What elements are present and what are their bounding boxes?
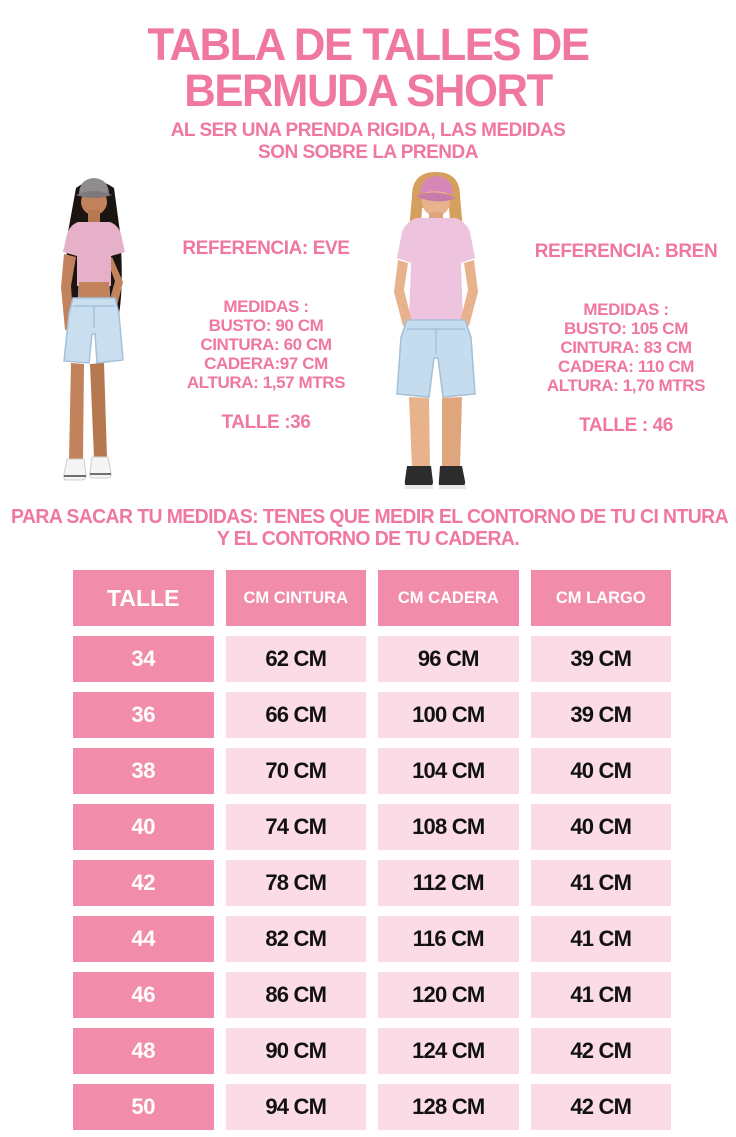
eve-hair — [66, 181, 122, 318]
size-cell: 36 — [73, 692, 214, 738]
cintura-cell: 78 CM — [225, 860, 366, 906]
column-header-talle: TALLE — [73, 570, 214, 626]
model-photo-eve — [61, 178, 125, 481]
size-cell: 46 — [73, 972, 214, 1018]
largo-cell: 40 CM — [530, 804, 671, 850]
reference-eve-talle: TALLE :36 — [221, 412, 311, 433]
cadera-line: CADERA:97 CM — [204, 354, 328, 373]
reference-eve-title: REFERENCIA: EVE — [182, 238, 350, 259]
reference-bren-title: REFERENCIA: BREN — [534, 241, 718, 262]
column-header-cm-largo: CM LARGO — [530, 570, 671, 626]
cintura-line: CINTURA: 60 CM — [200, 335, 332, 354]
cintura-line: CINTURA: 83 CM — [560, 338, 692, 357]
instructions-line1: PARA SACAR TU MEDIDAS: TENES QUE MEDIR E… — [11, 506, 729, 528]
medidas-label: MEDIDAS : — [583, 300, 669, 319]
eve-crop-top — [63, 222, 125, 286]
size-cell: 40 — [73, 804, 214, 850]
model-photo-bren — [394, 172, 478, 489]
page-title: TABLA DE TALLES DE BERMUDA SHORT — [11, 19, 725, 117]
largo-cell: 39 CM — [530, 636, 671, 682]
largo-cell: 42 CM — [530, 1084, 671, 1130]
measuring-instructions: PARA SACAR TU MEDIDAS: TENES QUE MEDIR E… — [11, 506, 729, 551]
cadera-cell: 116 CM — [378, 916, 519, 962]
size-cell: 50 — [73, 1084, 214, 1130]
bren-right-arm — [460, 260, 478, 326]
bren-tshirt — [397, 218, 475, 322]
cadera-cell: 128 CM — [378, 1084, 519, 1130]
reference-bren-measurements: MEDIDAS : BUSTO: 105 CM CINTURA: 83 CM C… — [528, 300, 724, 395]
size-cell: 42 — [73, 860, 214, 906]
cintura-cell: 86 CM — [225, 972, 366, 1018]
cadera-cell: 100 CM — [378, 692, 519, 738]
busto-line: BUSTO: 90 CM — [208, 316, 324, 335]
cadera-cell: 108 CM — [378, 804, 519, 850]
page-subtitle: AL SER UNA PRENDA RIGIDA, LAS MEDIDAS SO… — [0, 120, 736, 164]
eve-denim-shorts — [63, 297, 124, 364]
page-title-line1: TABLA DE TALLES DE — [147, 19, 589, 70]
page-subtitle-line2: SON SOBRE LA PRENDA — [258, 141, 478, 163]
cadera-cell: 112 CM — [378, 860, 519, 906]
eve-cap — [76, 178, 112, 198]
reference-eve: REFERENCIA: EVE MEDIDAS : BUSTO: 90 CM C… — [168, 238, 364, 434]
page-title-line2: BERMUDA SHORT — [184, 65, 553, 117]
reference-bren-talle: TALLE : 46 — [579, 415, 673, 436]
bren-neck — [429, 212, 443, 222]
column-header-cm-cadera: CM CADERA — [378, 570, 519, 626]
bren-denim-shorts — [396, 319, 476, 398]
size-cell: 34 — [73, 636, 214, 682]
altura-line: ALTURA: 1,70 MTRS — [546, 376, 706, 395]
cintura-cell: 70 CM — [225, 748, 366, 794]
eve-midriff — [79, 282, 109, 300]
bren-left-arm — [394, 260, 412, 326]
size-cell: 44 — [73, 916, 214, 962]
cadera-cell: 120 CM — [378, 972, 519, 1018]
largo-cell: 42 CM — [530, 1028, 671, 1074]
size-cell: 38 — [73, 748, 214, 794]
cadera-cell: 124 CM — [378, 1028, 519, 1074]
reference-eve-measurements: MEDIDAS : BUSTO: 90 CM CINTURA: 60 CM CA… — [168, 297, 364, 392]
cadera-cell: 96 CM — [378, 636, 519, 682]
largo-cell: 40 CM — [530, 748, 671, 794]
eve-sneakers — [63, 456, 112, 481]
cintura-cell: 66 CM — [225, 692, 366, 738]
eve-neck — [88, 210, 100, 222]
size-table: TALLE CM CINTURA CM CADERA CM LARGO 34 6… — [73, 570, 671, 1130]
cadera-cell: 104 CM — [378, 748, 519, 794]
column-header-cm-cintura: CM CINTURA — [225, 570, 366, 626]
cintura-cell: 82 CM — [225, 916, 366, 962]
busto-line: BUSTO: 105 CM — [564, 319, 688, 338]
eve-left-leg — [69, 363, 84, 460]
largo-cell: 39 CM — [530, 692, 671, 738]
size-cell: 48 — [73, 1028, 214, 1074]
bren-right-leg — [442, 397, 462, 468]
largo-cell: 41 CM — [530, 916, 671, 962]
page-subtitle-line1: AL SER UNA PRENDA RIGIDA, LAS MEDIDAS — [170, 120, 566, 141]
cintura-cell: 90 CM — [225, 1028, 366, 1074]
bren-sneakers — [404, 466, 466, 489]
cintura-cell: 94 CM — [225, 1084, 366, 1130]
cadera-line: CADERA: 110 CM — [557, 357, 695, 376]
eve-right-leg — [90, 363, 107, 458]
bren-cap — [416, 176, 456, 202]
altura-line: ALTURA: 1,57 MTRS — [186, 373, 346, 392]
cintura-cell: 62 CM — [225, 636, 366, 682]
largo-cell: 41 CM — [530, 972, 671, 1018]
bren-left-leg — [409, 397, 430, 468]
instructions-line2: Y EL CONTORNO DE TU CADERA. — [216, 528, 520, 551]
medidas-label: MEDIDAS : — [223, 297, 309, 316]
reference-bren: REFERENCIA: BREN MEDIDAS : BUSTO: 105 CM… — [528, 241, 724, 437]
cintura-cell: 74 CM — [225, 804, 366, 850]
largo-cell: 41 CM — [530, 860, 671, 906]
